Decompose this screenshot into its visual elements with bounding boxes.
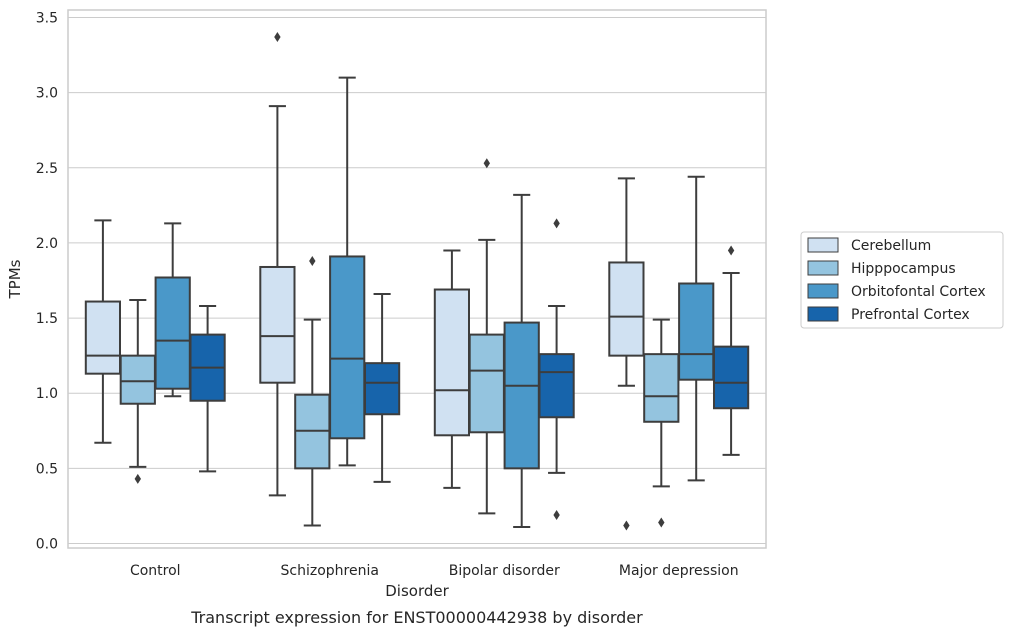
box-1-2 (468, 158, 505, 515)
box-plot-series (84, 32, 750, 531)
y-tick-label: 3.5 (36, 11, 58, 27)
box-1-1 (294, 255, 331, 527)
box-3-1 (363, 293, 401, 483)
box-0-2 (433, 249, 471, 489)
box-3-3 (712, 245, 750, 456)
box-3-2 (538, 218, 575, 520)
x-tick-label: Control (130, 563, 181, 579)
y-tick-label: 1.0 (36, 386, 58, 402)
outlier-point (658, 517, 665, 528)
legend-label: Orbitofontal Cortex (851, 284, 986, 300)
legend-swatch (807, 237, 839, 253)
box-2-2 (503, 193, 540, 528)
box-2-1 (329, 76, 366, 467)
box-1-3 (643, 318, 680, 528)
legend-items: Cerebellum Hipppocampus Orbitofontal Corte… (807, 237, 986, 323)
box-iqr (608, 261, 645, 357)
y-tick-label: 0.0 (36, 536, 58, 552)
outlier-point (483, 158, 490, 169)
box-iqr (119, 354, 156, 405)
outlier-point (309, 255, 316, 266)
box-iqr (259, 265, 296, 384)
y-tick-label: 3.0 (36, 86, 58, 102)
x-tick-labels: Control Schizophrenia Bipolar disorder Majo… (130, 563, 739, 579)
box-iqr (363, 362, 401, 416)
legend-label: Cerebellum (851, 238, 931, 254)
box-iqr (154, 276, 191, 390)
chart-caption: Transcript expression for ENST0000044293… (190, 608, 643, 627)
box-iqr (468, 333, 505, 434)
box-iqr (433, 288, 471, 437)
legend-swatch (807, 283, 839, 299)
box-3-0 (189, 305, 226, 473)
box-0-0 (84, 219, 122, 444)
x-tick-label: Bipolar disorder (449, 563, 560, 579)
legend-label: Prefrontal Cortex (851, 307, 970, 323)
box-iqr (84, 300, 122, 375)
outlier-point (553, 218, 560, 229)
box-iqr (329, 255, 366, 440)
box-0-3 (608, 177, 645, 531)
outlier-point (134, 473, 141, 484)
outlier-point (274, 32, 281, 43)
box-iqr (503, 321, 540, 470)
box-iqr (538, 353, 575, 419)
x-axis-label: Disorder (385, 582, 449, 600)
box-2-3 (678, 175, 715, 482)
box-iqr (712, 345, 750, 410)
y-tick-labels: 0.0 0.5 1.0 1.5 2.0 2.5 3.0 3.5 (36, 11, 58, 553)
x-tick-label: Schizophrenia (281, 563, 379, 579)
y-tick-label: 2.0 (36, 236, 58, 252)
y-tick-label: 0.5 (36, 461, 58, 477)
legend-frame (800, 231, 1004, 329)
box-2-0 (154, 222, 191, 398)
box-0-1 (259, 32, 296, 497)
legend-swatch (807, 260, 839, 276)
outlier-point (623, 520, 630, 531)
box-iqr (678, 282, 715, 381)
legend-swatch (807, 306, 839, 322)
box-iqr (643, 353, 680, 423)
x-tick-label: Major depression (619, 563, 739, 579)
y-axis-label: TPMs (6, 259, 24, 299)
legend-label: Hipppocampus (851, 261, 956, 277)
outlier-point (727, 245, 735, 256)
y-tick-label: 2.5 (36, 161, 58, 177)
outlier-point (553, 509, 560, 520)
box-1-0 (119, 299, 156, 484)
legend: Cerebellum Hipppocampus Orbitofontal Corte… (800, 231, 1004, 329)
y-tick-label: 1.5 (36, 311, 58, 327)
plot-area-frame (67, 9, 767, 549)
